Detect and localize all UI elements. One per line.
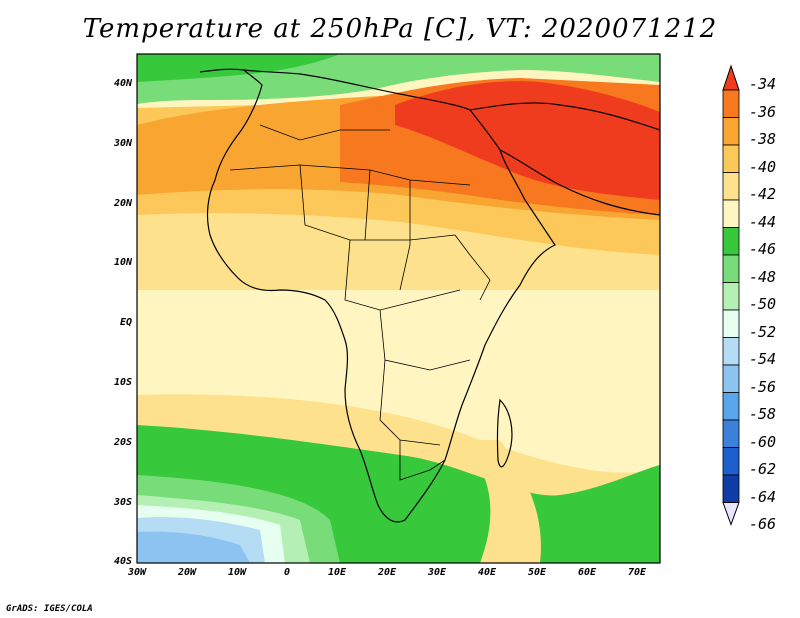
africa-coast — [206, 69, 556, 523]
lat-label: 20N — [113, 197, 132, 209]
lat-label: 30S — [113, 496, 132, 508]
colorbar-label: -60 — [749, 432, 777, 451]
colorbar-label: -52 — [749, 322, 777, 341]
colorbar-swatch — [722, 172, 740, 201]
lon-label: 10W — [227, 567, 247, 578]
colorbar-label: -50 — [749, 295, 777, 313]
colorbar-label: -56 — [749, 377, 777, 396]
colorbar-swatch — [722, 254, 740, 283]
band-minus46-north — [137, 54, 340, 82]
colorbar-swatch — [722, 392, 740, 421]
credit-text: GrADS: IGES/COLA — [6, 604, 93, 614]
lon-label: 30W — [127, 567, 147, 578]
lat-label: 10S — [113, 377, 132, 388]
lon-label: 30E — [427, 567, 447, 578]
colorbar-label: -42 — [749, 185, 777, 203]
colorbar-label: -40 — [749, 157, 777, 176]
lon-label: 70E — [627, 567, 647, 578]
colorbar — [722, 64, 740, 526]
colorbar-swatch — [722, 199, 740, 228]
border-niger-chad — [364, 169, 371, 241]
lon-label: 20W — [177, 567, 197, 578]
colorbar-swatch — [722, 144, 740, 173]
colorbar-swatch — [722, 337, 740, 366]
colorbar-bottom-arrow — [722, 502, 740, 526]
lat-label: EQ — [119, 317, 132, 329]
lon-label: 40E — [477, 567, 497, 578]
lat-label: 40N — [113, 78, 132, 89]
colorbar-label: -62 — [749, 460, 777, 478]
lon-label: 10E — [327, 567, 347, 578]
border-chad-sudan — [399, 180, 411, 291]
lon-label: 60E — [577, 567, 597, 578]
colorbar-label: -64 — [749, 487, 777, 506]
colorbar-label: -36 — [749, 102, 777, 121]
colorbar-label: -46 — [749, 240, 777, 258]
country-borders — [229, 124, 491, 481]
colorbar-swatch — [722, 227, 740, 256]
colorbar-label: -48 — [749, 267, 777, 286]
colorbar-swatch — [722, 309, 740, 338]
colorbar-label: -54 — [749, 350, 777, 368]
colorbar-swatch — [722, 474, 740, 503]
band-minus42-south — [137, 394, 660, 507]
colorbar-swatch — [722, 282, 740, 311]
border-congo — [379, 309, 471, 371]
colorbar-label: -44 — [749, 212, 777, 231]
lat-label: 20S — [113, 436, 132, 448]
colorbar-swatch — [722, 364, 740, 393]
border-north-africa — [259, 124, 390, 141]
iberia-coast — [199, 68, 245, 73]
colorbar-label: -34 — [749, 75, 777, 93]
lon-label: 20E — [377, 567, 397, 578]
lat-label: 40S — [113, 556, 132, 568]
madagascar-coast — [496, 398, 513, 468]
asia-coast-north — [469, 102, 660, 131]
border-angola-zambia — [379, 359, 441, 446]
colorbar-swatch — [722, 447, 740, 476]
colorbar-label: -38 — [749, 130, 777, 148]
map-title: Temperature at 250hPa [C], VT: 202007121… — [82, 14, 718, 44]
band-minus56 — [137, 531, 250, 563]
border-southern-africa — [399, 440, 446, 481]
band-minus42-channel — [460, 440, 541, 563]
lat-label: 10N — [113, 257, 132, 269]
temperature-field — [137, 54, 660, 563]
coastlines — [199, 68, 660, 523]
colorbar-top-arrow — [722, 64, 740, 91]
colorbar-label: -58 — [749, 405, 777, 423]
lat-label: 30N — [113, 137, 132, 149]
border-east-africa — [454, 234, 491, 301]
colorbar-swatch — [722, 419, 740, 448]
plot-frame — [136, 53, 661, 564]
colorbar-label: -66 — [749, 515, 777, 533]
colorbar-swatch — [722, 89, 740, 118]
lon-label: 50E — [527, 567, 547, 578]
arabia-coast — [499, 149, 660, 216]
lon-label: 0 — [283, 567, 291, 578]
colorbar-swatch — [722, 117, 740, 146]
